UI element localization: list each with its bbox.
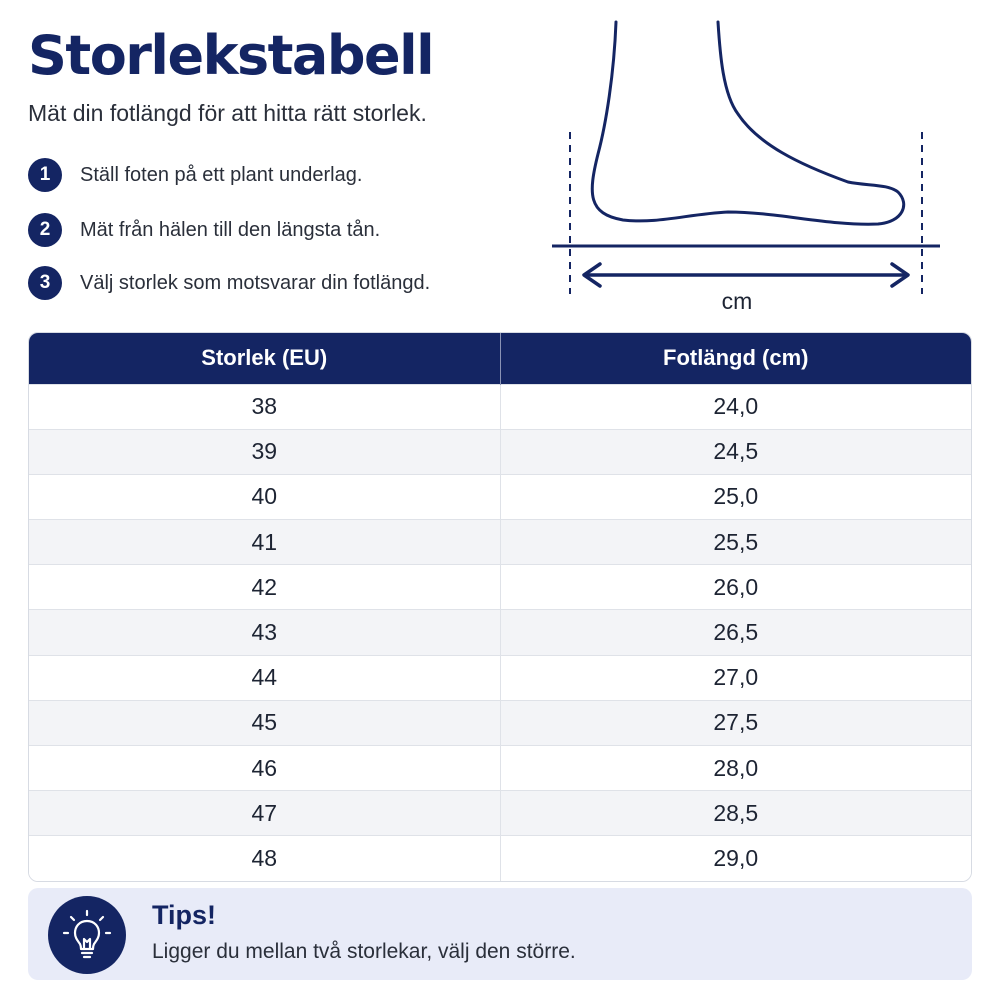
size-cell: 40 — [29, 473, 500, 520]
step-2: 2 Mät från hälen till den längsta tån. — [28, 213, 380, 247]
length-cell: 28,0 — [499, 744, 971, 791]
table-row: 39 24,5 — [29, 428, 971, 475]
lightbulb-icon — [48, 896, 126, 974]
page-title: Storlekstabell — [28, 24, 435, 87]
size-cell: 45 — [29, 699, 500, 746]
size-cell: 47 — [29, 790, 500, 836]
step-number-badge: 3 — [28, 266, 62, 300]
foot-outline — [590, 20, 906, 226]
size-cell: 46 — [29, 744, 500, 791]
step-number-badge: 2 — [28, 213, 62, 247]
size-cell: 48 — [29, 835, 500, 882]
table-row: 42 26,0 — [29, 564, 971, 610]
table-row: 41 25,5 — [29, 519, 971, 565]
table-row: 47 28,5 — [29, 790, 971, 836]
length-cell: 24,5 — [499, 428, 971, 475]
tips-title: Tips! — [152, 900, 217, 930]
arrow-head-left — [582, 262, 602, 288]
header-foot-length: Fotlängd (cm) — [499, 333, 971, 384]
length-cell: 25,5 — [499, 519, 971, 565]
table-row: 46 28,0 — [29, 744, 971, 791]
length-cell: 27,5 — [499, 699, 971, 746]
arrow-head-right — [890, 262, 910, 288]
length-cell: 28,5 — [499, 790, 971, 836]
table-row: 45 27,5 — [29, 699, 971, 746]
size-cell: 38 — [29, 383, 500, 430]
tips-text: Ligger du mellan två storlekar, välj den… — [152, 940, 576, 963]
header-size-eu: Storlek (EU) — [29, 333, 500, 384]
step-text: Mät från hälen till den längsta tån. — [80, 218, 381, 241]
table-row: 40 25,0 — [29, 473, 971, 520]
length-cell: 27,0 — [499, 654, 971, 701]
size-cell: 41 — [29, 519, 500, 565]
size-cell: 42 — [29, 564, 500, 610]
table-row: 48 29,0 — [29, 835, 971, 882]
length-cell: 26,5 — [499, 609, 971, 656]
length-cell: 25,0 — [499, 473, 971, 520]
size-table: Storlek (EU) Fotlängd (cm) 38 24,0 39 24,5… — [28, 332, 972, 883]
size-cell: 43 — [29, 609, 500, 656]
size-cell: 39 — [29, 428, 500, 475]
foot-measurement-icon: cm — [552, 20, 940, 314]
table-row: 44 27,0 — [29, 654, 971, 701]
step-text: Ställ foten på ett plant underlag. — [80, 163, 363, 186]
page-subtitle: Mät din fotlängd för att hitta rätt stor… — [28, 100, 427, 126]
tips-box: Tips! Ligger du mellan två storlekar, vä… — [28, 888, 972, 980]
length-cell: 26,0 — [499, 564, 971, 610]
length-cell: 29,0 — [499, 835, 971, 882]
size-cell: 44 — [29, 654, 500, 701]
table-header-row: Storlek (EU) Fotlängd (cm) — [29, 333, 971, 384]
table-row: 38 24,0 — [29, 383, 971, 430]
table-row: 43 26,5 — [29, 609, 971, 656]
step-text: Välj storlek som motsvarar din fotlängd. — [80, 271, 431, 294]
step-3: 3 Välj storlek som motsvarar din fotläng… — [28, 266, 430, 300]
length-cell: 24,0 — [499, 383, 971, 430]
step-1: 1 Ställ foten på ett plant underlag. — [28, 158, 362, 192]
unit-label: cm — [722, 288, 753, 314]
step-number-badge: 1 — [28, 158, 62, 192]
